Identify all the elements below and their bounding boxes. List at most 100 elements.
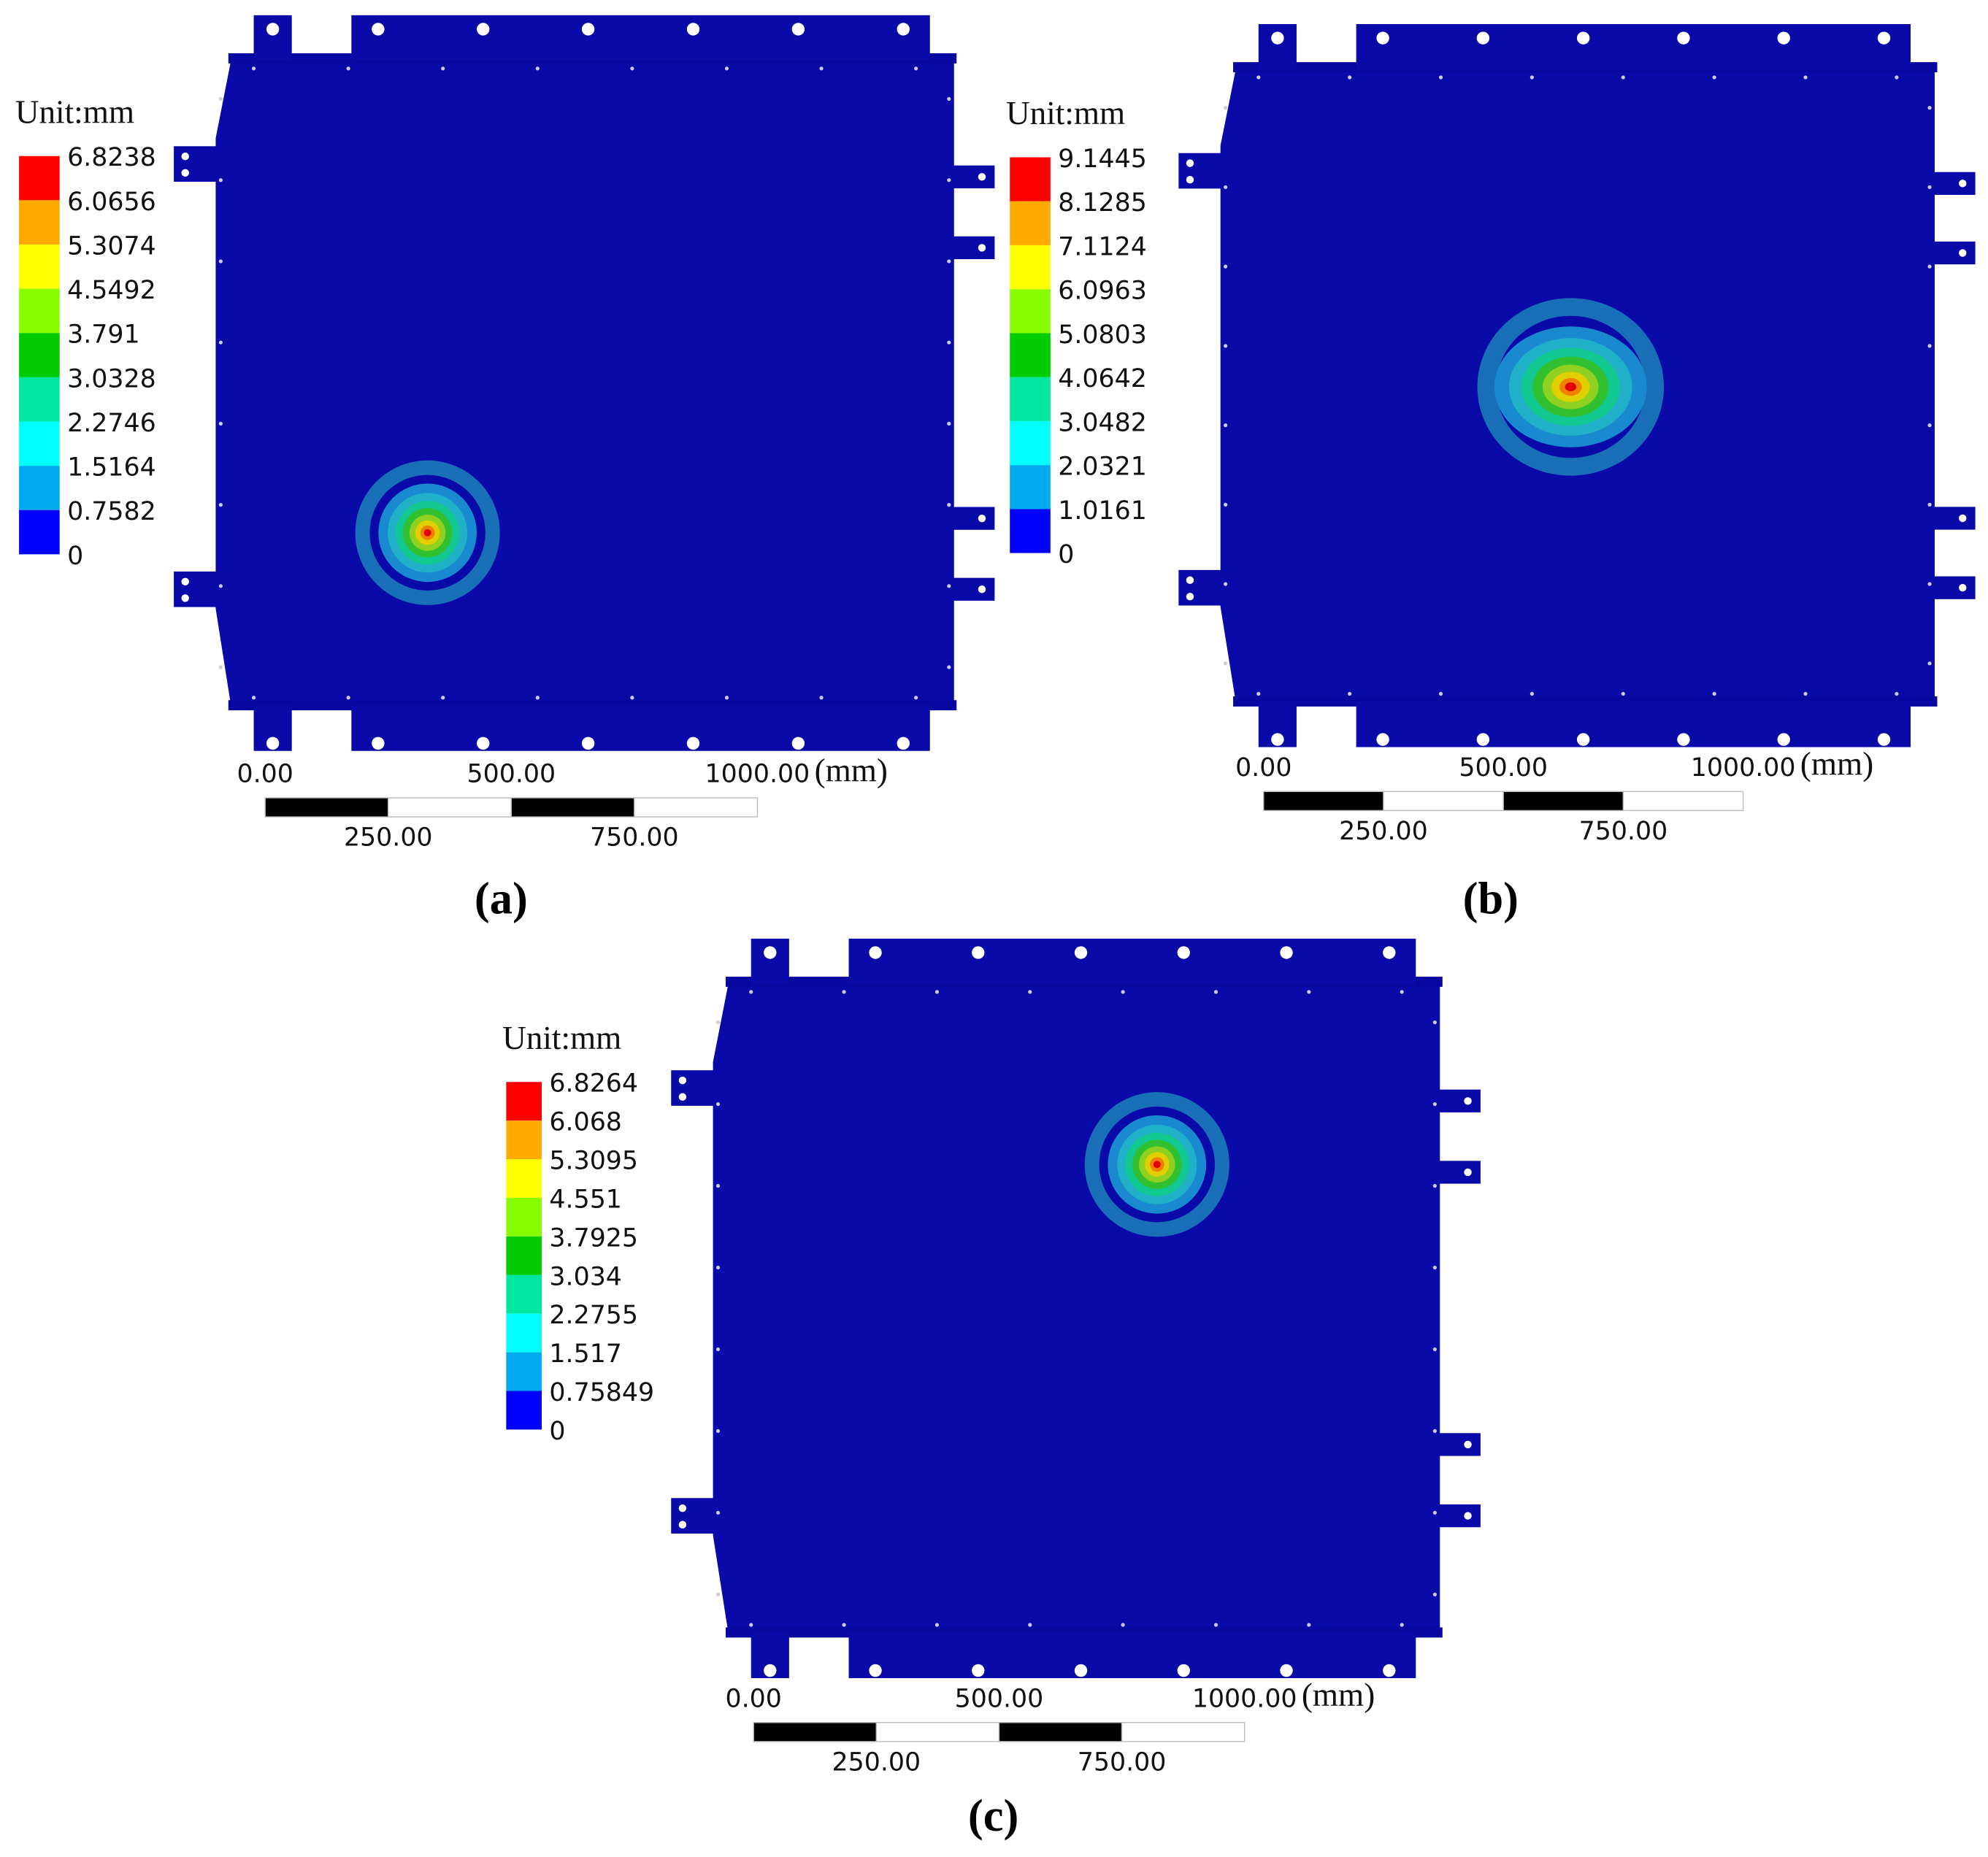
hole: [1271, 733, 1284, 746]
hole: [978, 244, 986, 252]
legend-swatch: [506, 1159, 542, 1198]
dot: [251, 696, 256, 700]
side-tab: [1178, 153, 1224, 189]
dot: [1224, 264, 1228, 269]
scale-segment: [1383, 791, 1504, 812]
hole: [869, 1664, 882, 1677]
plate: [215, 61, 954, 706]
legend-label: 4.0642: [1058, 364, 1147, 393]
legend-swatch: [1010, 289, 1051, 334]
scale-segment: [634, 797, 759, 818]
legend-label: 0.7582: [67, 497, 156, 526]
legend-swatch: [19, 155, 60, 201]
dot: [934, 1623, 940, 1627]
hole: [978, 173, 986, 181]
hole: [1877, 733, 1891, 746]
side-tab: [174, 146, 220, 182]
scale-unit: (mm): [815, 752, 888, 788]
legend-label: 6.8264: [549, 1069, 638, 1099]
legend-swatch: [506, 1274, 542, 1314]
legend-swatch: [506, 1120, 542, 1160]
legend-swatch: [1010, 245, 1051, 290]
side-tab: [951, 236, 995, 260]
dot: [1121, 990, 1125, 994]
hole: [897, 737, 910, 750]
legend-label: 8.1285: [1058, 188, 1147, 218]
dot: [1432, 1347, 1437, 1352]
tab: [1356, 701, 1911, 747]
dot: [934, 990, 940, 994]
legend-swatch: [506, 1236, 542, 1275]
scale-label: 0.00: [237, 760, 293, 789]
dot: [1895, 75, 1899, 80]
dot: [1803, 691, 1808, 696]
dot: [630, 696, 634, 700]
dot: [1432, 1265, 1437, 1270]
dot: [1307, 990, 1311, 994]
dot: [1400, 990, 1404, 994]
hole: [1464, 1097, 1472, 1105]
dot: [1927, 582, 1932, 586]
legend-swatch: [506, 1352, 542, 1391]
hole: [1177, 946, 1190, 959]
hole: [1383, 946, 1396, 959]
hole: [978, 585, 986, 593]
dot: [1432, 1429, 1437, 1433]
dot: [1213, 990, 1218, 994]
legend-label: 6.8238: [67, 143, 156, 172]
hole: [477, 737, 490, 750]
dot: [1927, 264, 1932, 269]
hole: [1677, 31, 1690, 45]
hole: [678, 1504, 687, 1512]
dot: [346, 66, 350, 71]
hole: [1186, 593, 1194, 601]
dot: [1224, 106, 1228, 110]
dot: [1307, 1623, 1311, 1627]
side-tab: [1437, 1433, 1481, 1456]
legend-title: Unit:mm: [15, 94, 134, 131]
hole: [181, 577, 189, 586]
dot: [715, 1429, 721, 1433]
dot: [1432, 1183, 1437, 1188]
scale-label: 750.00: [1579, 817, 1668, 846]
legend-swatch: [1010, 509, 1051, 553]
dot: [715, 1347, 721, 1352]
dot: [1028, 990, 1032, 994]
hole: [1376, 733, 1389, 746]
scale-label: 0.00: [1235, 753, 1292, 783]
dot: [218, 665, 223, 669]
scale-label: 500.00: [1459, 753, 1548, 783]
scale-unit: (mm): [1302, 1677, 1375, 1713]
dot: [749, 1623, 753, 1627]
legend-label: 6.068: [549, 1108, 621, 1137]
legend-label: 5.3074: [67, 231, 156, 261]
scale-label: 500.00: [955, 1685, 1044, 1714]
hole: [1186, 576, 1194, 584]
hole: [181, 594, 189, 602]
scale-segment: [1622, 791, 1744, 812]
scale-segment: [388, 797, 512, 818]
dot: [947, 259, 951, 264]
dot: [1400, 1623, 1404, 1627]
dot: [218, 503, 223, 507]
legend-swatch: [1010, 465, 1051, 510]
dot: [1927, 661, 1932, 666]
legend-swatch: [1010, 201, 1051, 245]
dot: [1432, 1020, 1437, 1025]
scale-segment: [510, 797, 635, 818]
hole: [266, 23, 280, 36]
legend-swatch: [506, 1082, 542, 1121]
dot: [1927, 423, 1932, 428]
scale-label: 750.00: [1078, 1748, 1167, 1777]
dot: [1224, 344, 1228, 348]
legend-swatch: [1010, 333, 1051, 377]
dot: [715, 1020, 721, 1025]
dot: [947, 503, 951, 507]
dot: [1432, 1101, 1437, 1107]
hole: [678, 1093, 687, 1101]
dot: [1121, 1623, 1125, 1627]
side-tab: [951, 165, 995, 188]
legend-swatch: [19, 200, 60, 245]
side-tab: [671, 1498, 717, 1534]
legend-swatch: [19, 377, 60, 422]
